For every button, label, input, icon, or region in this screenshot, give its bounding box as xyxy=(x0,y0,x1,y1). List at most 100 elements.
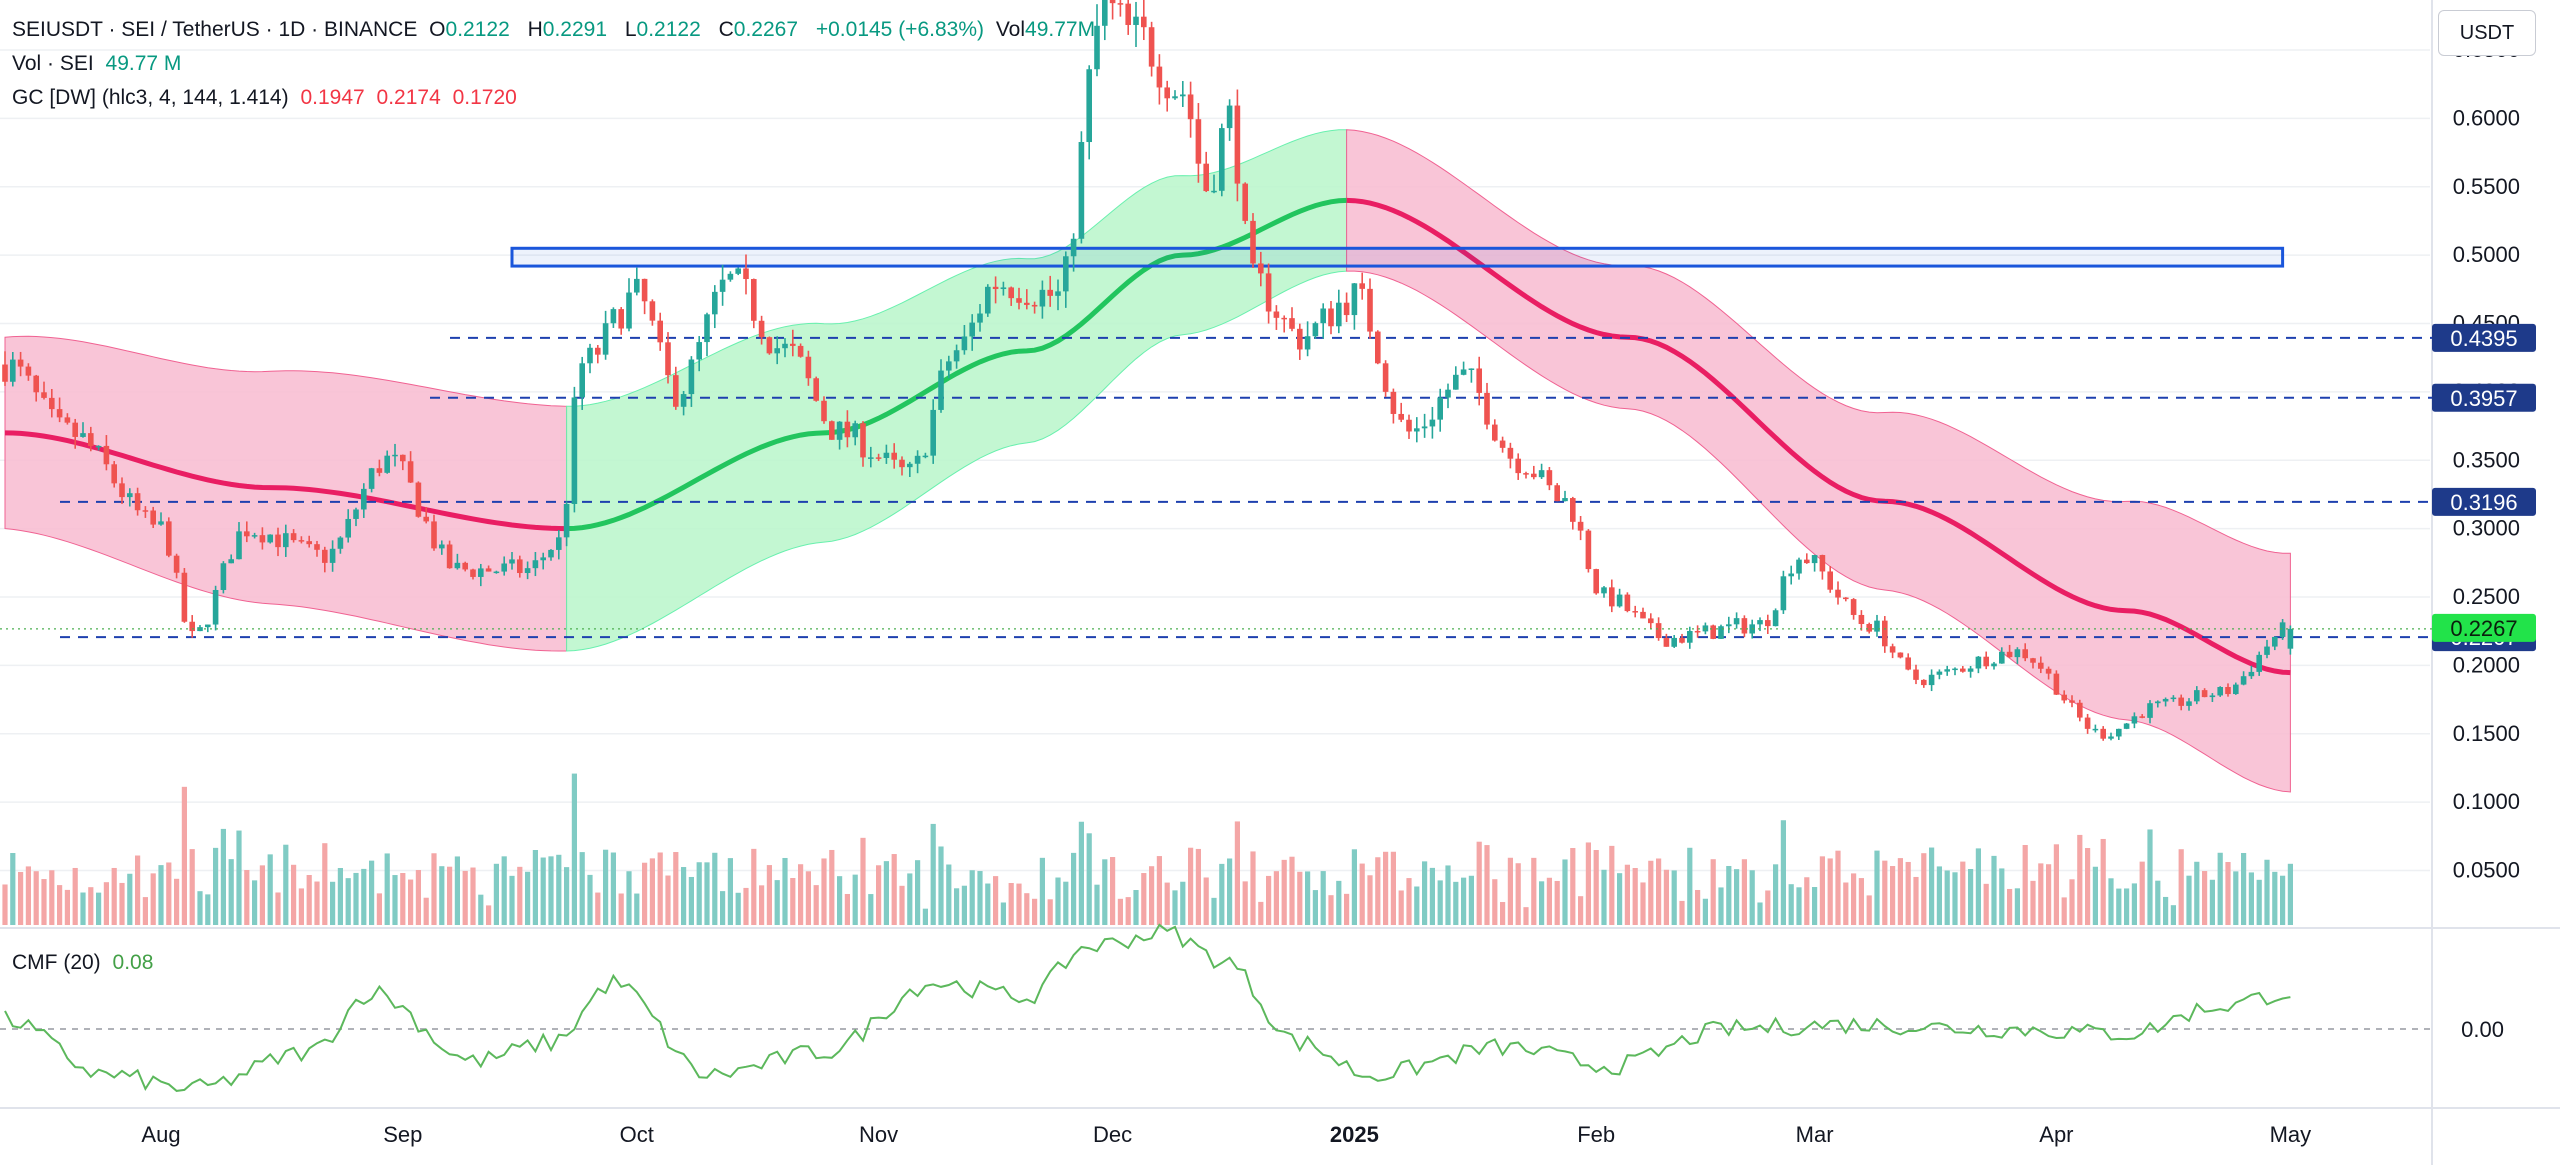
candle-body xyxy=(883,452,890,458)
candle-body xyxy=(1289,318,1295,329)
price-tick-label: 0.3000 xyxy=(2453,516,2520,541)
volume-bar xyxy=(1211,897,1217,925)
volume-bar xyxy=(2170,905,2176,925)
candle-body xyxy=(1406,419,1412,432)
volume-bar xyxy=(80,892,86,925)
candle-body xyxy=(1780,576,1787,611)
volume-bar xyxy=(556,854,562,925)
candle-body xyxy=(1460,369,1467,375)
candle-body xyxy=(2123,723,2130,729)
volume-bar xyxy=(610,852,616,925)
candle-body xyxy=(95,445,102,448)
candle-body xyxy=(875,457,882,459)
volume-bar xyxy=(2085,848,2091,925)
candle-body xyxy=(953,350,960,362)
volume-bar xyxy=(688,876,694,925)
candle-body xyxy=(556,537,562,550)
volume-bar xyxy=(735,892,741,925)
volume-bar xyxy=(1679,900,1685,925)
candle-body xyxy=(142,510,149,512)
volume-bar xyxy=(283,844,289,925)
candle-body xyxy=(2108,736,2114,739)
candle-body xyxy=(1640,611,1646,619)
candle-body xyxy=(446,544,453,569)
candle-body xyxy=(64,417,71,423)
volume-bar xyxy=(1827,858,1833,925)
volume-bar xyxy=(704,862,710,925)
volume-bar xyxy=(493,863,499,925)
volume-bar xyxy=(213,847,219,925)
candle-body xyxy=(1811,555,1818,564)
candle-body xyxy=(571,397,578,504)
volume-bar xyxy=(423,897,429,925)
candle-body xyxy=(1538,470,1545,478)
candle-body xyxy=(2233,684,2239,695)
candle-body xyxy=(1281,317,1287,320)
candle-body xyxy=(2061,694,2067,701)
candle-body xyxy=(1008,287,1014,299)
time-tick-label: Oct xyxy=(620,1122,654,1147)
volume-bar xyxy=(1351,849,1357,925)
candle-body xyxy=(1031,304,1038,307)
volume-bar xyxy=(49,870,55,925)
ohlc-low: L0.2122 xyxy=(624,18,701,41)
candle-body xyxy=(1632,611,1638,613)
candle-body xyxy=(1616,594,1623,607)
candle-body xyxy=(1991,663,1997,667)
candle-body xyxy=(1390,391,1397,414)
candle-body xyxy=(1102,0,1108,26)
volume-bar xyxy=(2,884,8,925)
volume-bar xyxy=(1929,847,1935,925)
volume-bar xyxy=(1429,867,1435,925)
candle-body xyxy=(930,409,936,456)
candle-body xyxy=(922,455,929,458)
candle-body xyxy=(2038,662,2044,669)
volume-bar xyxy=(517,866,523,925)
volume-bar xyxy=(540,857,546,925)
candle-body xyxy=(1515,458,1521,474)
volume-bar xyxy=(766,865,772,925)
time-tick-label: Mar xyxy=(1796,1122,1834,1147)
candle-body xyxy=(1546,470,1553,486)
candle-body xyxy=(17,359,24,367)
candle-body xyxy=(1343,302,1350,316)
candle-body xyxy=(1320,308,1326,324)
candles xyxy=(2,0,2294,741)
volume-bar xyxy=(1398,890,1404,925)
candle-body xyxy=(2030,658,2036,663)
candle-body xyxy=(1757,620,1763,625)
volume-bar xyxy=(1710,859,1716,925)
candle-body xyxy=(805,356,812,379)
volume-bar xyxy=(930,823,936,925)
volume-bar xyxy=(1734,869,1740,925)
volume-label: Vol · SEI xyxy=(12,52,94,75)
candle-body xyxy=(1866,624,1872,632)
volume-bar xyxy=(236,830,242,925)
candle-body xyxy=(1078,142,1085,239)
volume-bar xyxy=(1328,895,1334,925)
candle-body xyxy=(1835,589,1841,598)
time-tick-label: 2025 xyxy=(1330,1122,1379,1147)
volume-bar xyxy=(2233,871,2239,925)
candle-body xyxy=(610,309,617,324)
candle-body xyxy=(688,359,695,395)
candle-body xyxy=(1421,426,1428,429)
candle-body xyxy=(1882,620,1888,647)
volume-bar xyxy=(244,870,250,925)
candle-body xyxy=(1952,668,1958,671)
currency-button[interactable]: USDT xyxy=(2438,10,2536,56)
candle-body xyxy=(485,568,492,572)
volume-bar xyxy=(1866,895,1872,925)
candle-body xyxy=(103,445,110,465)
volume-bar xyxy=(150,873,156,925)
volume-bar xyxy=(1507,857,1513,925)
candle-body xyxy=(1476,368,1482,393)
gaussian-channel xyxy=(4,129,2291,793)
candle-body xyxy=(961,336,968,351)
candle-body xyxy=(1772,610,1779,627)
candle-body xyxy=(2264,646,2270,655)
candle-body xyxy=(1468,368,1475,370)
volume-bar xyxy=(2186,875,2192,925)
candle-body xyxy=(158,521,164,525)
